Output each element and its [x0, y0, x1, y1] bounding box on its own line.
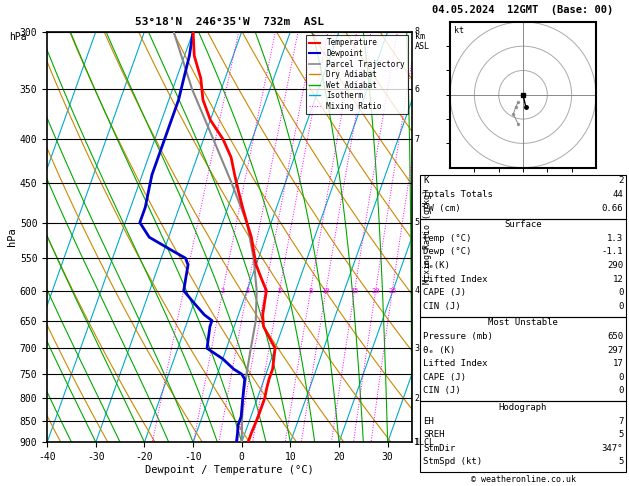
- Text: θₑ(K): θₑ(K): [423, 261, 450, 270]
- Text: Mixing Ratio (g/kg): Mixing Ratio (g/kg): [423, 190, 432, 284]
- Text: -1.1: -1.1: [602, 247, 623, 257]
- Text: 4: 4: [415, 286, 420, 295]
- Text: 17: 17: [613, 359, 623, 368]
- Text: CAPE (J): CAPE (J): [423, 373, 466, 382]
- Text: 7: 7: [415, 135, 420, 144]
- Text: 25: 25: [388, 288, 396, 294]
- Text: 6: 6: [415, 85, 420, 94]
- Text: 1: 1: [181, 288, 186, 294]
- Text: 1: 1: [415, 438, 420, 447]
- Text: StmSpd (kt): StmSpd (kt): [423, 457, 482, 467]
- Text: hPa: hPa: [9, 32, 27, 42]
- Text: 650: 650: [607, 332, 623, 341]
- Text: PW (cm): PW (cm): [423, 204, 461, 213]
- Text: Pressure (mb): Pressure (mb): [423, 332, 493, 341]
- Text: 8: 8: [308, 288, 313, 294]
- Text: 0: 0: [618, 386, 623, 396]
- Text: 1LCL: 1LCL: [414, 438, 434, 447]
- Text: 1.3: 1.3: [607, 234, 623, 243]
- Text: 5: 5: [618, 457, 623, 467]
- Text: © weatheronline.co.uk: © weatheronline.co.uk: [470, 475, 576, 484]
- Text: Hodograph: Hodograph: [499, 403, 547, 412]
- Text: 2: 2: [221, 288, 225, 294]
- Text: 44: 44: [613, 190, 623, 199]
- Text: 2: 2: [618, 176, 623, 186]
- Text: 297: 297: [607, 346, 623, 355]
- Text: 7: 7: [618, 417, 623, 426]
- Text: 20: 20: [371, 288, 380, 294]
- Text: 8: 8: [415, 27, 420, 36]
- Text: Most Unstable: Most Unstable: [488, 318, 558, 328]
- Text: 5: 5: [277, 288, 282, 294]
- Text: km
ASL: km ASL: [415, 32, 430, 51]
- Text: Totals Totals: Totals Totals: [423, 190, 493, 199]
- Text: Surface: Surface: [504, 220, 542, 229]
- Text: Lifted Index: Lifted Index: [423, 359, 488, 368]
- Text: 0: 0: [618, 302, 623, 311]
- Text: SREH: SREH: [423, 430, 445, 439]
- Text: Temp (°C): Temp (°C): [423, 234, 472, 243]
- Text: 347°: 347°: [602, 444, 623, 453]
- Text: kt: kt: [455, 26, 464, 35]
- Text: 2: 2: [415, 394, 420, 403]
- Text: CIN (J): CIN (J): [423, 386, 461, 396]
- Text: 4: 4: [263, 288, 267, 294]
- Text: 10: 10: [321, 288, 330, 294]
- Text: 3: 3: [415, 344, 420, 353]
- Text: 5: 5: [618, 430, 623, 439]
- Text: StmDir: StmDir: [423, 444, 455, 453]
- Text: Dewp (°C): Dewp (°C): [423, 247, 472, 257]
- Text: 15: 15: [350, 288, 359, 294]
- Text: 5: 5: [415, 218, 420, 227]
- Text: CIN (J): CIN (J): [423, 302, 461, 311]
- Text: 3: 3: [245, 288, 249, 294]
- Text: 12: 12: [613, 275, 623, 284]
- Text: 0: 0: [618, 373, 623, 382]
- Text: θₑ (K): θₑ (K): [423, 346, 455, 355]
- Text: K: K: [423, 176, 429, 186]
- Text: EH: EH: [423, 417, 434, 426]
- Text: 04.05.2024  12GMT  (Base: 00): 04.05.2024 12GMT (Base: 00): [432, 5, 614, 15]
- Text: 0.66: 0.66: [602, 204, 623, 213]
- Text: 53°18'N  246°35'W  732m  ASL: 53°18'N 246°35'W 732m ASL: [135, 17, 324, 27]
- Y-axis label: hPa: hPa: [7, 227, 17, 246]
- Legend: Temperature, Dewpoint, Parcel Trajectory, Dry Adiabat, Wet Adiabat, Isotherm, Mi: Temperature, Dewpoint, Parcel Trajectory…: [306, 35, 408, 114]
- Text: Lifted Index: Lifted Index: [423, 275, 488, 284]
- Text: 0: 0: [618, 288, 623, 297]
- Text: CAPE (J): CAPE (J): [423, 288, 466, 297]
- Text: 290: 290: [607, 261, 623, 270]
- X-axis label: Dewpoint / Temperature (°C): Dewpoint / Temperature (°C): [145, 465, 314, 475]
